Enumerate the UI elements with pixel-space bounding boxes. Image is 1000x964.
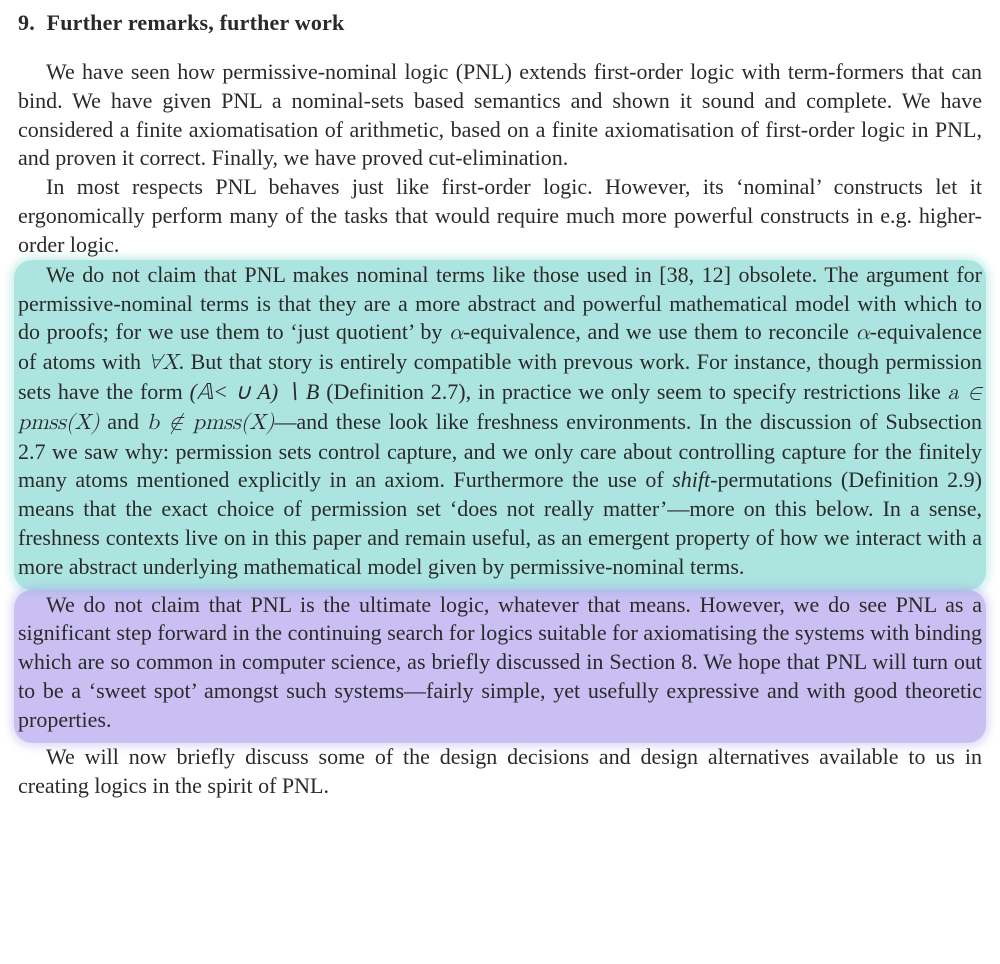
page-container: 9. Further remarks, further work We have… bbox=[0, 0, 1000, 964]
section-number: 9. bbox=[18, 10, 35, 35]
paragraph-1: We have seen how permissive-nominal logi… bbox=[18, 58, 982, 173]
p3-text-5: (Definition 2.7), in practice we only se… bbox=[319, 379, 947, 404]
paragraph-4: We do not claim that PNL is the ultimate… bbox=[18, 591, 982, 735]
forall-X: ∀X bbox=[147, 352, 178, 374]
paragraph-2: In most respects PNL behaves just like f… bbox=[18, 173, 982, 259]
shift-word: shift bbox=[672, 467, 710, 492]
paragraph-3: We do not claim that PNL makes nominal t… bbox=[18, 261, 982, 582]
p3-text-and: and bbox=[100, 409, 147, 434]
paragraph-5: We will now briefly discuss some of the … bbox=[18, 743, 982, 801]
section-title: Further remarks, further work bbox=[47, 10, 345, 35]
alpha-symbol-1: α bbox=[449, 322, 463, 344]
highlight-teal: We do not claim that PNL makes nominal t… bbox=[14, 260, 986, 590]
p3-text-2: -equivalence, and we use them to reconci… bbox=[463, 319, 856, 344]
set-formula: (𝔸< ∪ A) ∖ B bbox=[190, 379, 320, 404]
section-heading: 9. Further remarks, further work bbox=[18, 10, 982, 36]
highlight-purple: We do not claim that PNL is the ultimate… bbox=[14, 590, 986, 743]
b-notin-pmss: b ∉ pmss(X) bbox=[147, 412, 275, 434]
alpha-symbol-2: α bbox=[856, 322, 870, 344]
